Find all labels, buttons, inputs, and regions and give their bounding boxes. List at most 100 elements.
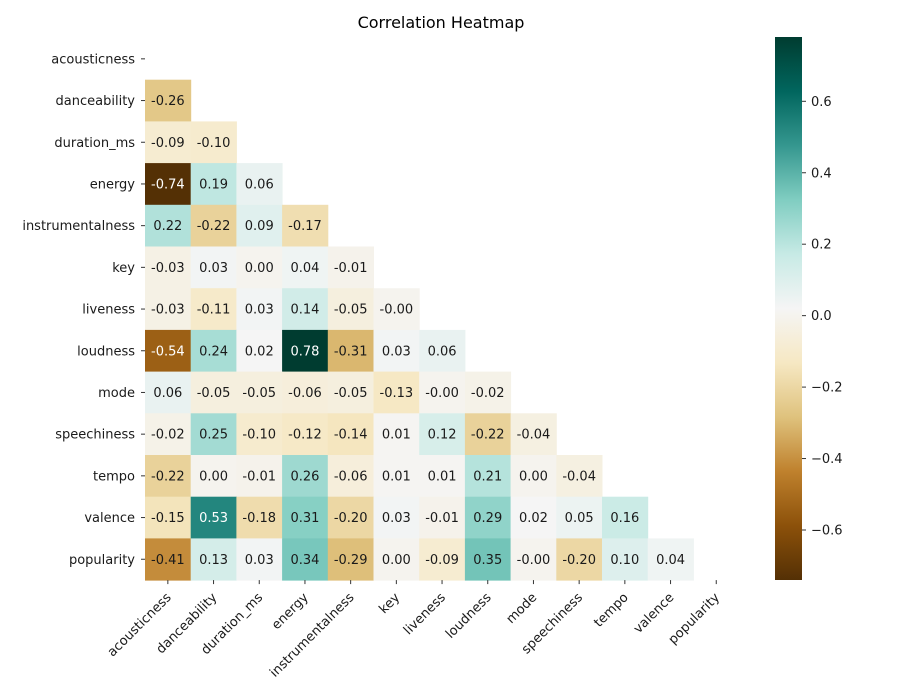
heatmap-cell-label: 0.01 <box>382 428 411 443</box>
x-tick-label: tempo <box>591 590 631 630</box>
heatmap-cell-label: 0.00 <box>199 469 228 484</box>
heatmap-cell-label: 0.31 <box>290 511 319 526</box>
heatmap-cell <box>327 538 374 581</box>
heatmap-cell-label: 0.12 <box>428 428 457 443</box>
colorbar-ticks: −0.6 −0.4 −0.2 0.0 0.2 0.4 0.6 <box>802 95 843 538</box>
heatmap-cell-label: 0.00 <box>519 469 548 484</box>
heatmap-cell-label: 0.10 <box>610 553 639 568</box>
heatmap-cell <box>556 455 603 498</box>
heatmap-cell-label: 0.03 <box>245 303 274 318</box>
heatmap-cell <box>327 455 374 498</box>
heatmap-cell-label: 0.13 <box>199 553 228 568</box>
heatmap-cell-label: -0.00 <box>517 553 551 568</box>
heatmap-cell-label: -0.54 <box>151 344 185 359</box>
y-tick-label: loudness <box>77 344 135 359</box>
y-tick-label: mode <box>98 386 135 401</box>
heatmap-cell <box>236 163 283 206</box>
y-axis-labels: acousticness danceability duration_msenerg… <box>22 52 145 568</box>
heatmap-cell-label: -0.14 <box>334 428 368 443</box>
colorbar-gradient <box>775 37 802 580</box>
heatmap-cell-label: -0.05 <box>242 386 276 401</box>
heatmap-cell-label: 0.22 <box>153 219 182 234</box>
heatmap-cell <box>373 329 420 373</box>
heatmap-cell <box>145 538 192 581</box>
heatmap-cell-label: -0.41 <box>151 553 185 568</box>
heatmap-cell <box>190 163 237 206</box>
heatmap-cell-label: -0.09 <box>425 553 459 568</box>
heatmap-cell <box>236 496 283 539</box>
colorbar-tick-label: −0.2 <box>811 381 843 396</box>
heatmap-cell-label: -0.13 <box>380 386 414 401</box>
heatmap-cell-label: -0.10 <box>242 428 276 443</box>
heatmap-cell-label: 0.02 <box>245 344 274 359</box>
heatmap-cell <box>145 121 192 164</box>
heatmap-cell-label: 0.04 <box>656 553 685 568</box>
heatmap-cell <box>282 288 329 331</box>
heatmap-cell <box>145 413 192 456</box>
heatmap-cell <box>236 371 283 414</box>
y-tick-label: tempo <box>93 469 135 484</box>
y-tick-label: acousticness <box>51 52 135 67</box>
heatmap-cell-label: -0.02 <box>151 428 185 443</box>
x-tick-label: mode <box>504 590 541 627</box>
heatmap-cell <box>464 371 512 414</box>
heatmap-cell <box>373 413 420 456</box>
heatmap-cell-label: 0.06 <box>245 177 274 192</box>
heatmap-cell-label: 0.03 <box>382 511 411 526</box>
heatmap-cell-label: -0.29 <box>334 553 368 568</box>
heatmap-cell <box>190 329 237 373</box>
heatmap-cell-label: 0.53 <box>199 511 228 526</box>
heatmap-cell <box>190 413 237 456</box>
heatmap-cell <box>464 538 512 581</box>
heatmap-cell-label: -0.01 <box>242 469 276 484</box>
colorbar-tick-label: 0.6 <box>811 95 832 110</box>
heatmap-cell <box>647 538 694 581</box>
heatmap-cell <box>236 288 283 331</box>
heatmap-cell <box>373 371 420 414</box>
heatmap-cell-label: 0.06 <box>428 344 457 359</box>
heatmap-cell-label: 0.00 <box>245 261 274 276</box>
heatmap-cell <box>145 371 192 414</box>
colorbar-tick-label: 0.4 <box>811 166 832 181</box>
heatmap-cell <box>282 329 329 373</box>
heatmap-cell <box>327 246 374 289</box>
heatmap-cell-label: 0.02 <box>519 511 548 526</box>
y-tick-label: duration_ms <box>54 136 135 151</box>
heatmap-cell <box>145 204 192 247</box>
heatmap-cell-label: -0.15 <box>151 511 185 526</box>
heatmap-cell-label: 0.03 <box>245 553 274 568</box>
heatmap-cell <box>282 371 329 414</box>
heatmap-cell <box>419 538 466 581</box>
heatmap-cell <box>373 288 420 331</box>
heatmap-cell-label: -0.03 <box>151 303 185 318</box>
heatmap-cell-label: 0.26 <box>290 469 319 484</box>
heatmap-cell <box>145 79 192 122</box>
heatmap-cell-label: 0.03 <box>199 261 228 276</box>
colorbar-tick-label: −0.6 <box>811 523 843 538</box>
heatmap-cell <box>602 538 649 581</box>
heatmap-cell-label: 0.24 <box>199 344 228 359</box>
heatmap-cell-label: 0.35 <box>473 553 502 568</box>
x-tick-label: energy <box>269 590 312 633</box>
heatmap-cell <box>419 496 466 539</box>
heatmap-cell <box>190 455 237 498</box>
heatmap-cell <box>327 288 374 331</box>
heatmap-cell-label: 0.01 <box>382 469 411 484</box>
heatmap-cell <box>373 496 420 539</box>
heatmap-cell <box>282 496 329 539</box>
colorbar-tick-label: 0.0 <box>811 309 832 324</box>
x-tick-label: liveness <box>401 590 449 638</box>
heatmap-cell-label: -0.10 <box>197 136 231 151</box>
heatmap-cell <box>327 329 374 373</box>
heatmap-cell-label: -0.74 <box>151 177 185 192</box>
heatmap-cell-label: 0.19 <box>199 177 228 192</box>
heatmap-cell-label: 0.05 <box>565 511 594 526</box>
heatmap-cell-label: -0.02 <box>471 386 505 401</box>
heatmap-cell-label: 0.14 <box>290 303 319 318</box>
heatmap-cell <box>556 496 603 539</box>
heatmap-cell-label: -0.05 <box>334 303 368 318</box>
heatmap-cell <box>556 538 603 581</box>
heatmap-cell <box>464 496 512 539</box>
heatmap-cell <box>236 329 283 373</box>
heatmap-cell <box>327 371 374 414</box>
